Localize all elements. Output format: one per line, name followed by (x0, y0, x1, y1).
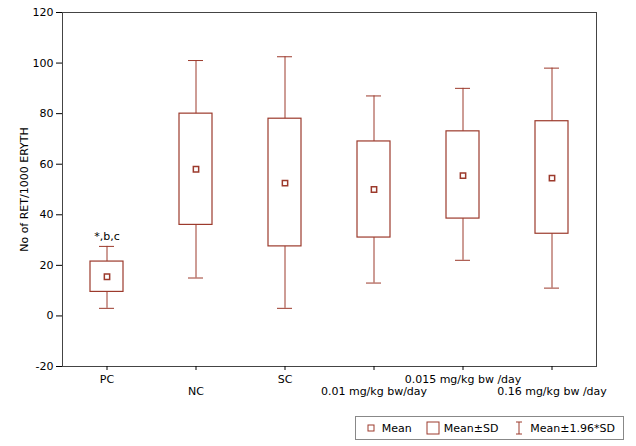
svg-text:40: 40 (40, 208, 54, 221)
svg-text:NC: NC (188, 385, 204, 398)
svg-text:-20: -20 (36, 360, 54, 373)
svg-text:60: 60 (40, 158, 54, 171)
svg-text:0.01 mg/kg bw/day: 0.01 mg/kg bw/day (321, 385, 428, 398)
svg-text:80: 80 (40, 107, 54, 120)
html-text:Mean±SD: Mean±SD (443, 421, 499, 435)
svg-text:0: 0 (47, 309, 54, 322)
svg-text:No of RET/1000 ERYTH: No of RET/1000 ERYTH (18, 127, 31, 252)
html-text:Mean±1.96*SD: Mean±1.96*SD (530, 421, 615, 435)
svg-text:100: 100 (33, 57, 54, 70)
svg-text:20: 20 (40, 259, 54, 272)
svg-text:SC: SC (278, 373, 293, 386)
svg-text:0.16 mg/kg bw /day: 0.16 mg/kg bw /day (497, 385, 607, 398)
html-text:Mean: Mean (381, 421, 412, 435)
svg-text:PC: PC (100, 373, 115, 386)
svg-text:*,b,c: *,b,c (94, 230, 120, 243)
svg-text:0.015 mg/kg bw /day: 0.015 mg/kg bw /day (404, 373, 522, 387)
svg-text:120: 120 (33, 6, 54, 19)
